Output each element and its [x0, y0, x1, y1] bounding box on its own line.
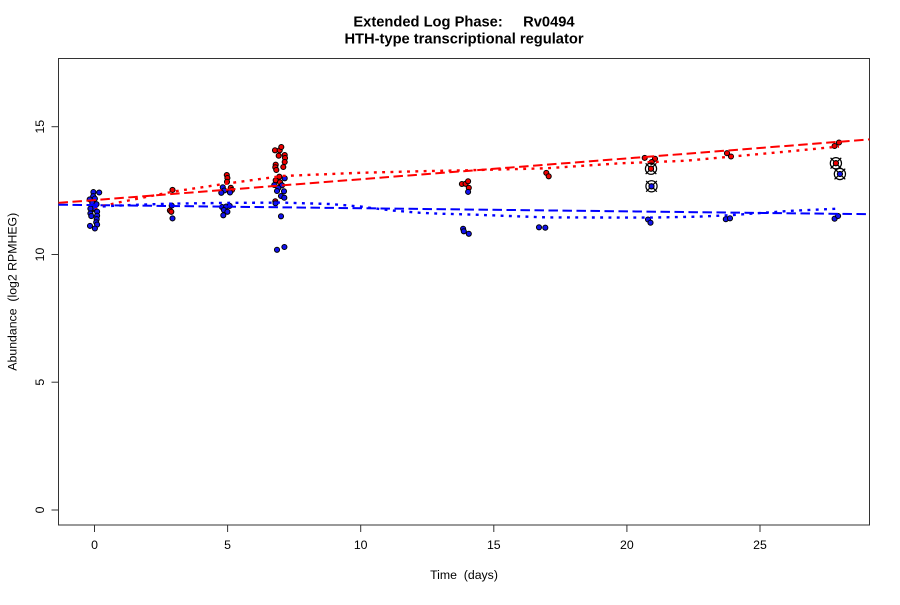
- svg-text:Extended Log Phase: Rv0494: Extended Log Phase: Rv0494: [353, 15, 575, 31]
- svg-text:HTH-type transcriptional regul: HTH-type transcriptional regulator: [344, 32, 583, 48]
- svg-text:5: 5: [33, 379, 47, 386]
- svg-text:5: 5: [224, 538, 231, 552]
- svg-text:Abundance (log2 RPMHEG): Abundance (log2 RPMHEG): [6, 213, 20, 371]
- svg-text:15: 15: [33, 120, 47, 134]
- svg-text:20: 20: [620, 538, 634, 552]
- svg-text:10: 10: [354, 538, 368, 552]
- svg-text:10: 10: [33, 248, 47, 262]
- svg-text:0: 0: [33, 506, 47, 513]
- svg-text:25: 25: [753, 538, 767, 552]
- svg-text:15: 15: [487, 538, 501, 552]
- svg-text:0: 0: [91, 538, 98, 552]
- svg-text:Time (days): Time (days): [430, 568, 498, 582]
